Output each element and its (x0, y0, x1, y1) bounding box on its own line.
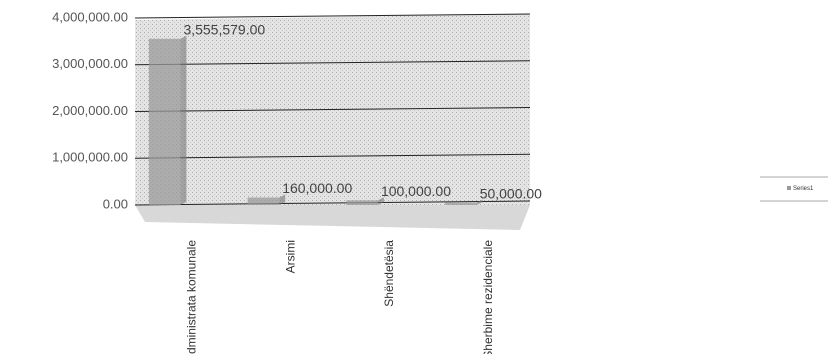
bar (346, 200, 378, 205)
plot-floor (135, 205, 530, 230)
bar-side (180, 35, 187, 206)
bar-side (279, 194, 286, 205)
value-label: 3,555,579.00 (183, 21, 265, 37)
value-label: 100,000.00 (381, 183, 451, 199)
y-tick-label: 3,000,000.00 (52, 56, 128, 71)
value-label: 160,000.00 (282, 180, 352, 196)
grid-line (134, 107, 531, 112)
x-tick-label: Shëndetësia (382, 240, 396, 307)
grid-line (134, 153, 531, 159)
grid-line (134, 13, 531, 19)
bar (247, 197, 280, 205)
bar (445, 202, 477, 205)
y-tick-label: 2,000,000.00 (52, 103, 128, 118)
bar-side (377, 197, 384, 205)
y-tick-label: 1,000,000.00 (52, 150, 128, 165)
bar-side (476, 199, 483, 205)
legend-swatch (787, 186, 791, 190)
y-tick-label: 4,000,000.00 (52, 9, 128, 24)
x-tick-label: Sherbime rezidenciale (481, 240, 495, 354)
bar (148, 38, 181, 206)
y-tick-label: 0.00 (103, 196, 128, 211)
legend: Series1 (760, 176, 828, 202)
grid-line (134, 200, 531, 206)
x-tick-label: Arsimi (283, 240, 297, 273)
value-label: 50,000.00 (480, 185, 542, 201)
x-tick-label: Administrata komunale (185, 240, 199, 354)
grid-line (134, 60, 531, 66)
legend-label: Series1 (793, 186, 814, 192)
